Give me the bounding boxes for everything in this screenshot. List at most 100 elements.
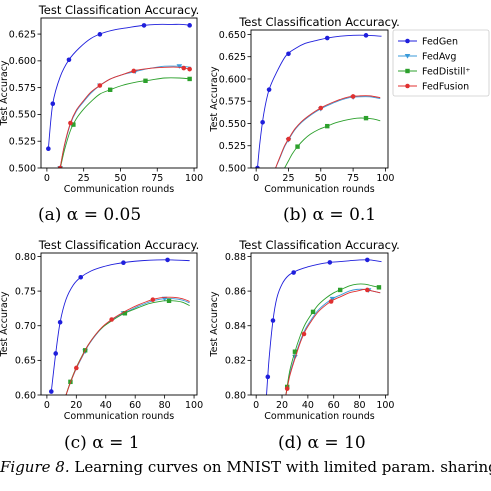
panel-d-ytick-label: 0.86 [225, 286, 246, 297]
panel-d-series-point-0 [291, 270, 296, 275]
panel-a-series-point-2 [107, 87, 113, 92]
panel-b-ytick-label: 0.600 [219, 74, 246, 85]
panel-d-xtick-label: 60 [328, 400, 340, 411]
panel-c-xtick-label: 60 [129, 400, 141, 411]
panel-b-series-point-0 [266, 87, 272, 92]
panel-a-xtick-label: 50 [114, 173, 126, 184]
panel-d-ylabel: Test Accuracy [209, 291, 220, 357]
panel-a-series-point-2 [143, 78, 148, 83]
panel-d-ytick-label: 0.88 [225, 252, 246, 263]
panel-c-xtick-label: 40 [100, 400, 112, 411]
panel-c-xtick-label: 20 [70, 400, 82, 411]
panel-b-series-point-0 [286, 51, 291, 57]
panel-a-series-point-1 [176, 64, 183, 69]
panel-d-series-point-0 [270, 318, 276, 323]
panel-d-ytick-label: 0.80 [225, 390, 246, 401]
legend-marker-1 [404, 54, 411, 59]
panel-c-series-point-0 [165, 257, 170, 263]
panel-a-ytick-label: 0.550 [9, 110, 36, 121]
panel-d-xtick-label: 20 [276, 400, 288, 411]
panel-b-series-line-1 [275, 96, 381, 168]
subcaption-b: (b) α = 0.1 [283, 205, 377, 225]
panel-a-series-point-3 [131, 68, 137, 74]
panel-c-series-line-3 [65, 296, 190, 395]
panel-c-series-point-0 [78, 274, 84, 280]
panel-a-xlabel: Communication rounds [64, 184, 174, 195]
panel-c-series-line-2 [65, 300, 190, 395]
panel-c-title: Test Classification Accuracy. [38, 238, 200, 252]
panel-c-series-point-3 [109, 317, 114, 322]
panel-d-series-line-3 [285, 288, 381, 395]
panel-a-ylabel: Test Accuracy [0, 60, 10, 126]
panel-a-series-point-2 [187, 76, 192, 82]
panel-b-series-point-3 [350, 94, 356, 99]
panel-d-series-point-3 [284, 386, 290, 391]
panel-d-series-group [265, 257, 382, 395]
panel-b-title: Test Classification Accuracy. [238, 15, 400, 29]
panel-c-ytick-label: 0.70 [15, 321, 36, 332]
panel-b-ytick-label: 0.550 [219, 119, 246, 130]
panel-c-series-line-0 [50, 259, 190, 392]
panel-a: Test Classification Accuracy. 0 25 50 75 100 0… [0, 3, 203, 195]
panel-b-xtick-label: 75 [347, 173, 359, 184]
panel-a-ytick-label: 0.525 [9, 137, 36, 148]
panel-d-xlabel: Communication rounds [264, 411, 374, 422]
panel-a-ytick-label: 0.600 [9, 56, 36, 67]
panel-b-xtick-label: 0 [253, 173, 259, 184]
panel-d-series-point-2 [310, 309, 316, 315]
legend-label-1: FedAvg [422, 51, 456, 62]
subcaption-d: (d) α = 10 [278, 433, 366, 453]
panel-d-series-point-0 [365, 257, 370, 263]
panel-a-ytick-label: 0.500 [9, 163, 36, 174]
panel-b-series-point-0 [260, 119, 265, 125]
panel-a-series-point-3 [187, 66, 192, 72]
panel-a-frame [40, 17, 198, 169]
panel-d-xtick-label: 80 [354, 400, 366, 411]
panel-b-series-point-0 [324, 35, 330, 41]
panel-a-xtick-label: 0 [44, 173, 50, 184]
panel-a-xtick-label: 25 [78, 173, 90, 184]
panel-b-ytick-label: 0.575 [219, 97, 246, 108]
panel-c-ytick-label: 0.60 [15, 390, 36, 401]
panel-b-series-point-3 [286, 136, 291, 142]
panel-d-series-line-2 [285, 283, 381, 395]
panel-d-frame [250, 252, 389, 396]
panel-c-ytick-label: 0.65 [15, 356, 36, 367]
panel-d-series-point-0 [265, 374, 271, 380]
panel-b-frame [250, 29, 389, 169]
panel-b-xtick-label: 25 [282, 173, 294, 184]
panel-c-frame [40, 252, 198, 396]
panel-d-ytick-label: 0.82 [225, 356, 246, 367]
panel-a-series-line-1 [59, 65, 192, 168]
panel-b: Test Classification Accuracy. 0 25 50 75 100 0… [209, 15, 400, 195]
panel-d-xtick-label: 100 [376, 400, 394, 411]
legend-label-0: FedGen [422, 36, 458, 47]
panel-d-series-point-2 [337, 287, 343, 293]
panel-c-series-point-2 [166, 298, 172, 303]
figure-caption: Figure 8. Learning curves on MNIST with … [0, 458, 491, 476]
panel-b-series-point-0 [363, 33, 369, 38]
panel-b-series-group [255, 33, 382, 168]
panel-b-series-point-3 [318, 105, 324, 111]
panel-b-ytick-label: 0.525 [219, 141, 246, 152]
panel-d-series-point-2 [376, 285, 382, 290]
panel-b-series-point-0 [255, 165, 260, 168]
legend-marker-0 [405, 38, 410, 44]
panel-c-ylabel: Test Accuracy [0, 291, 10, 357]
subcaption-c: (c) α = 1 [64, 433, 140, 453]
panel-c-ytick-label: 0.75 [15, 286, 36, 297]
panel-b-ytick-label: 0.500 [219, 163, 246, 174]
panel-a-series-point-0 [50, 101, 56, 107]
panel-a-title: Test Classification Accuracy. [38, 3, 200, 17]
panel-a-series-point-3 [57, 165, 63, 168]
panel-d-series-point-3 [365, 287, 370, 293]
panel-c-xlabel: Communication rounds [64, 411, 174, 422]
panel-c-series-point-0 [57, 319, 63, 325]
panel-a-series-point-0 [66, 57, 72, 63]
legend: FedGen FedAvg FedDistill⁺ FedFusion [392, 29, 490, 97]
panel-d-series-point-3 [301, 331, 307, 337]
legend-label-3: FedFusion [422, 81, 469, 92]
panel-b-series-line-3 [275, 95, 381, 168]
